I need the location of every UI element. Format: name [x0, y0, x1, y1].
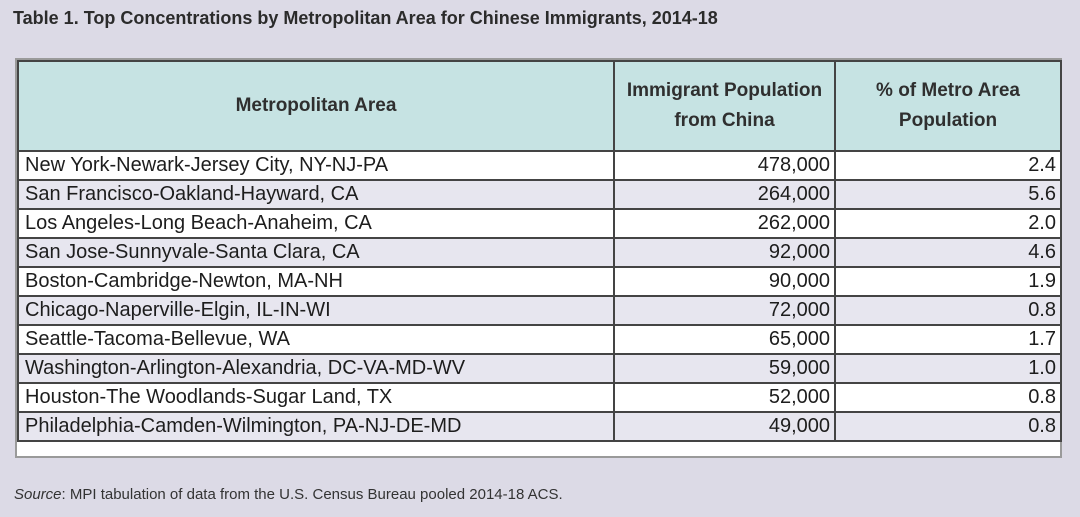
table-row: San Francisco-Oakland-Hayward, CA 264,000…: [17, 179, 1062, 210]
cell-metro: Philadelphia-Camden-Wilmington, PA-NJ-DE…: [17, 411, 615, 442]
cell-percent: 0.8: [834, 295, 1062, 326]
cell-metro: Chicago-Naperville-Elgin, IL-IN-WI: [17, 295, 615, 326]
cell-percent: 1.7: [834, 324, 1062, 355]
cell-percent: 5.6: [834, 179, 1062, 210]
cell-percent: 4.6: [834, 237, 1062, 268]
source-label: Source: [14, 486, 62, 503]
data-table-container: Metropolitan Area Immigrant Population f…: [15, 58, 1062, 458]
cell-metro: New York-Newark-Jersey City, NY-NJ-PA: [17, 150, 615, 181]
cell-population: 72,000: [613, 295, 836, 326]
cell-population: 65,000: [613, 324, 836, 355]
table-row: Chicago-Naperville-Elgin, IL-IN-WI 72,000…: [17, 295, 1062, 326]
header-percent-line1: % of Metro Area: [876, 80, 1020, 101]
cell-percent: 0.8: [834, 411, 1062, 442]
source-note: Source: MPI tabulation of data from the …: [14, 486, 563, 503]
cell-metro: Houston-The Woodlands-Sugar Land, TX: [17, 382, 615, 413]
table-row: Washington-Arlington-Alexandria, DC-VA-M…: [17, 353, 1062, 384]
header-percent-line2: Population: [898, 110, 998, 131]
cell-percent: 2.4: [834, 150, 1062, 181]
cell-metro: Boston-Cambridge-Newton, MA-NH: [17, 266, 615, 297]
table-row: Boston-Cambridge-Newton, MA-NH 90,000 1.9: [17, 266, 1062, 297]
header-row: Metropolitan Area Immigrant Population f…: [17, 60, 1062, 152]
cell-metro: Los Angeles-Long Beach-Anaheim, CA: [17, 208, 615, 239]
header-metro: Metropolitan Area: [17, 60, 615, 152]
cell-population: 90,000: [613, 266, 836, 297]
header-percent: % of Metro Area Population: [834, 60, 1062, 152]
header-population: Immigrant Population from China: [613, 60, 836, 152]
cell-metro: San Francisco-Oakland-Hayward, CA: [17, 179, 615, 210]
table-row: Philadelphia-Camden-Wilmington, PA-NJ-DE…: [17, 411, 1062, 442]
header-population-line2: from China: [674, 110, 775, 131]
data-table: Metropolitan Area Immigrant Population f…: [17, 60, 1062, 442]
cell-percent: 1.9: [834, 266, 1062, 297]
header-population-line1: Immigrant Population: [626, 80, 823, 101]
cell-population: 59,000: [613, 353, 836, 384]
header-metro-label: Metropolitan Area: [235, 95, 397, 116]
cell-population: 262,000: [613, 208, 836, 239]
cell-population: 478,000: [613, 150, 836, 181]
table-body: New York-Newark-Jersey City, NY-NJ-PA 478…: [17, 150, 1062, 442]
cell-population: 52,000: [613, 382, 836, 413]
cell-metro: Seattle-Tacoma-Bellevue, WA: [17, 324, 615, 355]
cell-population: 92,000: [613, 237, 836, 268]
source-text: : MPI tabulation of data from the U.S. C…: [61, 486, 563, 503]
table-title: Table 1. Top Concentrations by Metropoli…: [13, 8, 718, 28]
cell-population: 264,000: [613, 179, 836, 210]
cell-metro: Washington-Arlington-Alexandria, DC-VA-M…: [17, 353, 615, 384]
table-header: Metropolitan Area Immigrant Population f…: [17, 60, 1062, 152]
cell-percent: 0.8: [834, 382, 1062, 413]
table-row: Seattle-Tacoma-Bellevue, WA 65,000 1.7: [17, 324, 1062, 355]
table-row: Los Angeles-Long Beach-Anaheim, CA 262,00…: [17, 208, 1062, 239]
cell-metro: San Jose-Sunnyvale-Santa Clara, CA: [17, 237, 615, 268]
table-row: San Jose-Sunnyvale-Santa Clara, CA 92,000…: [17, 237, 1062, 268]
cell-percent: 1.0: [834, 353, 1062, 384]
cell-percent: 2.0: [834, 208, 1062, 239]
table-row: New York-Newark-Jersey City, NY-NJ-PA 478…: [17, 150, 1062, 181]
table-row: Houston-The Woodlands-Sugar Land, TX 52,0…: [17, 382, 1062, 413]
cell-population: 49,000: [613, 411, 836, 442]
